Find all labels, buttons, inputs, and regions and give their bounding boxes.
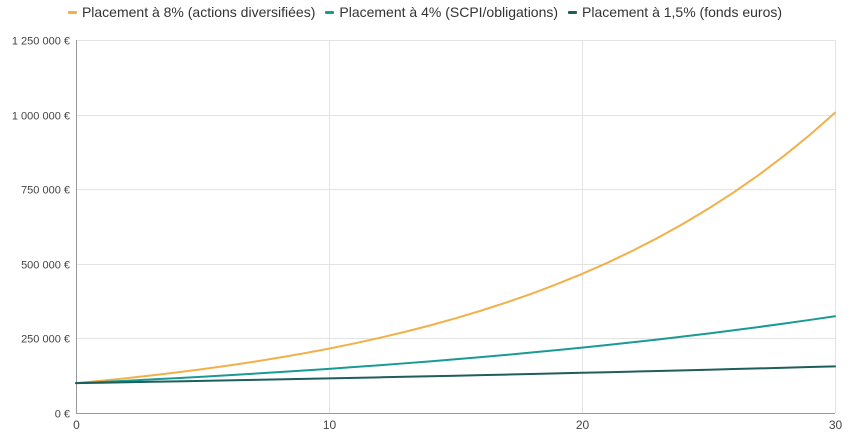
x-tick-label: 0 (73, 418, 80, 432)
x-tick-label: 20 (576, 418, 590, 432)
legend-swatch-4pct-icon (325, 10, 335, 14)
y-tick-label: 500 000 € (21, 260, 70, 272)
legend-swatch-1-5pct-icon (568, 10, 578, 14)
y-tick-label: 0 € (55, 409, 70, 421)
series-line-2[interactable] (75, 365, 836, 385)
x-tick-label: 30 (829, 418, 843, 432)
y-tick-label: 250 000 € (21, 334, 70, 346)
legend-label-8pct: Placement à 8% (actions diversifiées) (81, 4, 316, 20)
legend-swatch-8pct-icon (67, 10, 77, 14)
x-tick-label: 10 (323, 418, 337, 432)
data-series-lines (75, 111, 836, 385)
legend-item-8pct[interactable]: Placement à 8% (actions diversifiées) (67, 4, 316, 20)
y-tick-label: 750 000 € (21, 185, 70, 197)
legend-item-4pct[interactable]: Placement à 4% (SCPI/obligations) (325, 4, 558, 20)
legend-label-4pct: Placement à 4% (SCPI/obligations) (339, 4, 559, 20)
chart-legend: Placement à 8% (actions diversifiées) Pl… (0, 2, 850, 22)
series-line-1[interactable] (75, 315, 836, 385)
series-line-0[interactable] (75, 111, 836, 385)
grid-lines (76, 40, 836, 413)
y-tick-label: 1 250 000 € (12, 36, 70, 48)
legend-item-1-5pct[interactable]: Placement à 1,5% (fonds euros) (568, 4, 782, 20)
axes (76, 40, 835, 414)
y-axis-tick-labels: 0 € 250 000 € 500 000 € 750 000 € 1 000 000 … (12, 36, 70, 421)
x-axis-tick-labels: 0 10 20 30 (73, 418, 842, 432)
legend-label-1-5pct: Placement à 1,5% (fonds euros) (582, 4, 783, 20)
y-tick-label: 1 000 000 € (12, 111, 70, 123)
